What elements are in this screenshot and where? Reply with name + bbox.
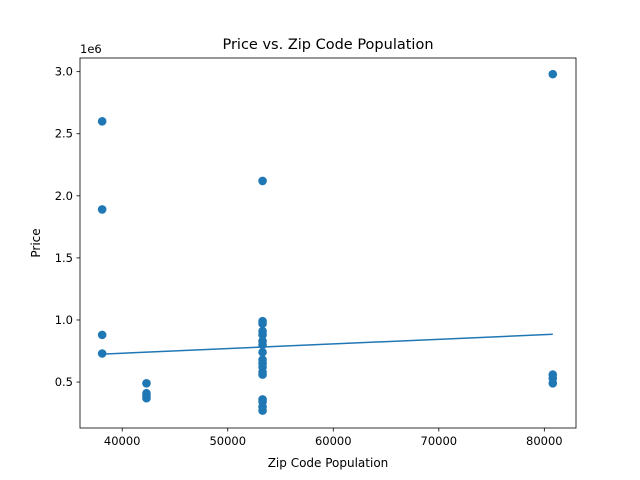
scatter-point <box>142 393 151 403</box>
scatter-point <box>548 379 558 388</box>
scatter-point <box>258 319 267 329</box>
chart-title: Price vs. Zip Code Population <box>222 37 433 53</box>
y-tick-label: 2.5 <box>55 127 73 141</box>
x-axis-ticks: 40000 50000 60000 70000 80000 <box>104 428 563 448</box>
y-tick-label: 2.0 <box>55 189 73 203</box>
plot-area <box>97 69 558 415</box>
x-axis-label: Zip Code Population <box>268 456 389 470</box>
scatter-point <box>258 370 267 379</box>
trend-line <box>102 333 553 355</box>
y-offset-label: 1e6 <box>80 42 102 56</box>
scatter-point <box>142 379 151 388</box>
y-tick-label: 3.0 <box>55 65 73 79</box>
x-tick-label: 50000 <box>209 434 246 448</box>
y-axis-label: Price <box>29 228 43 257</box>
scatter-point <box>548 69 558 79</box>
scatter-point <box>97 330 107 340</box>
scatter-point <box>97 205 107 214</box>
scatter-point <box>258 330 267 340</box>
scatter-point <box>258 347 267 357</box>
x-tick-label: 60000 <box>315 434 352 448</box>
x-tick-label: 80000 <box>526 434 563 448</box>
y-tick-label: 1.0 <box>55 313 73 327</box>
y-tick-label: 0.5 <box>55 375 73 389</box>
x-tick-label: 40000 <box>104 434 141 448</box>
x-tick-label: 70000 <box>421 434 458 448</box>
y-tick-label: 1.5 <box>55 251 73 265</box>
axes-frame <box>79 57 577 429</box>
scatter-point <box>258 406 267 415</box>
y-axis-ticks: 0.5 1.0 1.5 2.0 2.5 3.0 <box>55 65 80 389</box>
scatter-point <box>258 176 267 186</box>
scatter-point <box>97 117 107 126</box>
